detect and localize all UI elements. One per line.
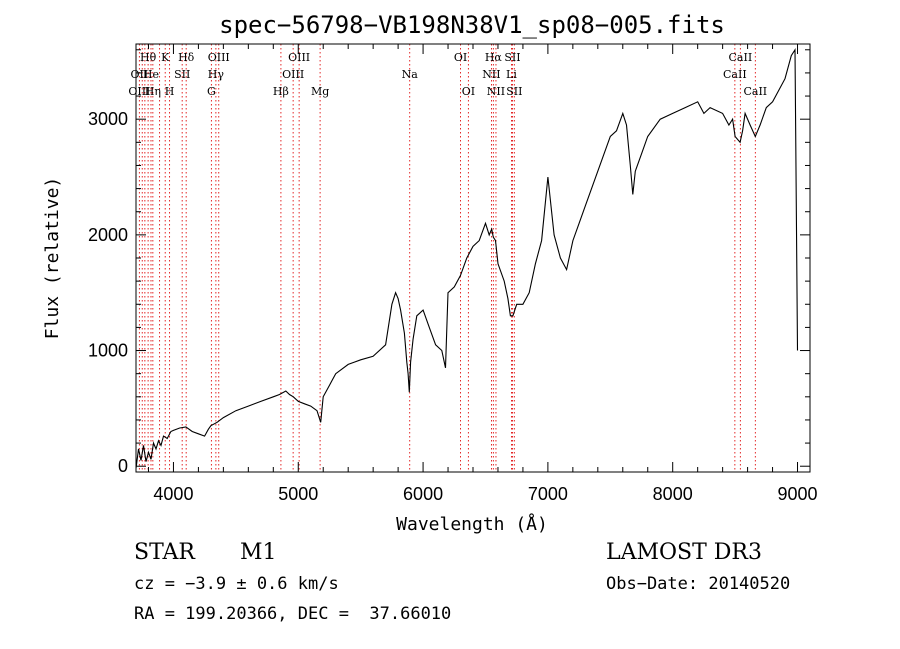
- line-label-2: OIII: [128, 85, 150, 98]
- line-label-27: CaII: [743, 85, 767, 98]
- object-class: STAR: [134, 540, 195, 565]
- y-tick-label-1000: 1000: [88, 341, 128, 361]
- line-label-19: Hα: [485, 51, 503, 64]
- line-label-1: OII: [131, 68, 149, 81]
- line-label-6: H: [165, 85, 175, 98]
- line-label-14: Hβ: [273, 85, 289, 98]
- line-label-4: He: [143, 68, 159, 81]
- chart-title: spec−56798−VB198N38V1_sp08−005.fits: [219, 11, 725, 39]
- y-axis-label: Flux (relative): [42, 177, 63, 340]
- line-label-7: SII: [174, 68, 190, 81]
- coordinates: RA = 199.20366, DEC = 37.66010: [134, 604, 452, 624]
- line-label-22: SII: [504, 51, 520, 64]
- y-tick-label-3000: 3000: [88, 109, 128, 129]
- line-label-17: OI: [454, 51, 467, 64]
- line-label-20: NII: [482, 68, 500, 81]
- line-markers: [138, 44, 756, 472]
- line-label-3: K: [161, 51, 170, 64]
- line-label-15: Mg: [311, 85, 329, 98]
- line-label-9: OIII: [208, 51, 230, 64]
- line-label-23: Li: [506, 68, 517, 81]
- x-tick-label-5000: 5000: [278, 484, 318, 504]
- line-label-10: Hγ: [208, 68, 225, 81]
- line-label-0: Hθ: [140, 51, 157, 64]
- y-tick-label-2000: 2000: [88, 225, 128, 245]
- x-axis-ticks: 4000 5000 6000 7000 8000 9000: [147, 44, 818, 504]
- x-tick-label-8000: 8000: [653, 484, 693, 504]
- x-tick-label-4000: 4000: [153, 484, 193, 504]
- line-label-12: OIII: [288, 51, 310, 64]
- line-labels: Hθ OII OIII KHe Hη H SII Hδ OIII Hγ G OIII OIII Hβ Mg N…: [128, 51, 767, 98]
- line-label-21: NII: [487, 85, 505, 98]
- x-tick-label-6000: 6000: [403, 484, 443, 504]
- y-axis-ticks: 0 1000 2000 3000: [88, 49, 810, 476]
- line-label-13: OIII: [282, 68, 304, 81]
- line-label-11: G: [207, 85, 216, 98]
- survey-name: LAMOST DR3: [606, 540, 762, 565]
- object-subclass: M1: [240, 540, 277, 565]
- line-label-25: CaII: [729, 51, 753, 64]
- x-tick-label-9000: 9000: [777, 484, 817, 504]
- y-tick-label-0: 0: [118, 456, 128, 476]
- line-label-16: Na: [402, 68, 419, 81]
- line-label-24: SII: [506, 85, 522, 98]
- observation-date: Obs−Date: 20140520: [606, 574, 791, 594]
- line-label-18: OI: [462, 85, 475, 98]
- redshift-cz: cz = −3.9 ± 0.6 km/s: [134, 574, 339, 594]
- line-label-5: Hη: [145, 85, 161, 98]
- line-label-8: Hδ: [178, 51, 195, 64]
- line-label-26: CaII: [723, 68, 747, 81]
- x-tick-label-7000: 7000: [528, 484, 568, 504]
- x-axis-label: Wavelength (Å): [396, 513, 548, 535]
- flux-series-line: [135, 47, 799, 469]
